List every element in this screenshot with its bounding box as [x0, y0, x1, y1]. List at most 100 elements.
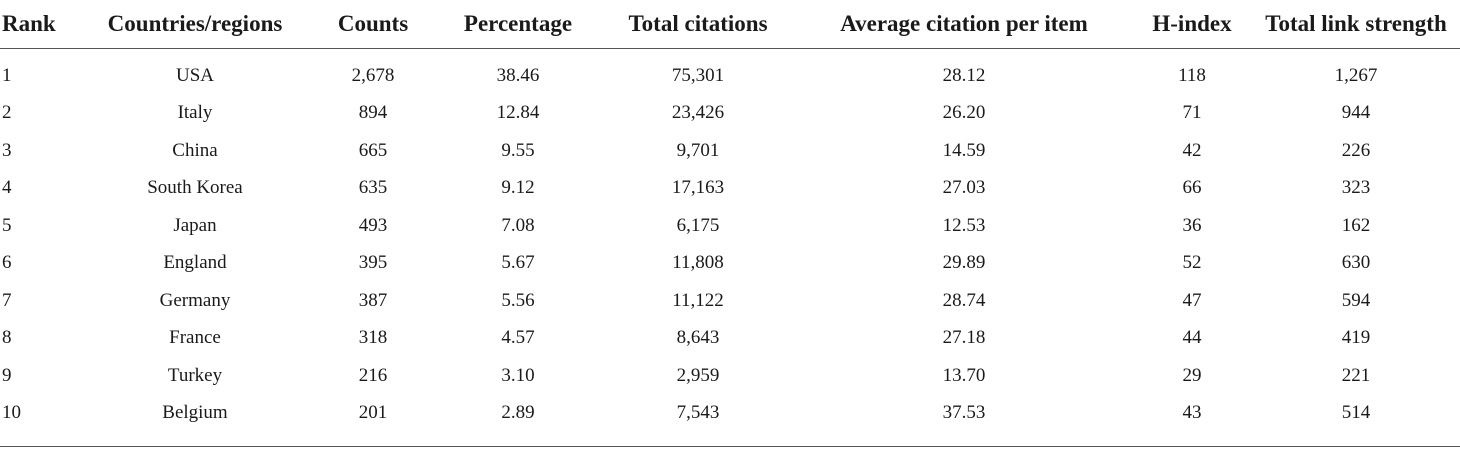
cell-total-citations: 11,808	[672, 252, 724, 274]
cell-rank: 3	[2, 139, 12, 161]
cell-h-index: 52	[1182, 252, 1202, 274]
cell-total-citations: 11,122	[672, 289, 724, 311]
cell-rank: 1	[2, 64, 12, 86]
cell-h-index: 118	[1178, 64, 1206, 86]
cell-average-citation: 14.59	[942, 139, 986, 161]
cell-average-citation: 12.53	[942, 214, 986, 236]
cell-country: Turkey	[167, 364, 223, 386]
cell-total-link-strength: 944	[1341, 102, 1371, 124]
cell-percentage: 2.89	[501, 402, 535, 424]
cell-total-link-strength: 514	[1341, 402, 1371, 424]
cell-total-citations: 17,163	[671, 177, 725, 199]
cell-counts: 635	[358, 177, 388, 199]
table-row: 4 South Korea 635 9.12 17,163 27.03 66 323	[0, 170, 1460, 208]
cell-country: China	[172, 139, 218, 161]
table-header-row: Rank Countries/regions Counts Percentage…	[0, 0, 1460, 49]
cell-total-link-strength: 221	[1341, 364, 1371, 386]
cell-total-citations: 6,175	[676, 214, 720, 236]
cell-counts: 2,678	[351, 64, 395, 86]
cell-country: England	[163, 252, 227, 274]
header-counts: Counts	[310, 0, 436, 49]
cell-country: Japan	[173, 214, 217, 236]
table-row: 5 Japan 493 7.08 6,175 12.53 36 162	[0, 207, 1460, 245]
cell-counts: 894	[358, 102, 388, 124]
cell-country: Italy	[177, 102, 213, 124]
header-percentage: Percentage	[436, 0, 600, 49]
cell-average-citation: 27.03	[942, 177, 986, 199]
cell-percentage: 9.12	[501, 177, 535, 199]
table-row: 9 Turkey 216 3.10 2,959 13.70 29 221	[0, 357, 1460, 395]
cell-average-citation: 28.12	[942, 64, 986, 86]
cell-h-index: 43	[1182, 402, 1202, 424]
cell-average-citation: 29.89	[942, 252, 986, 274]
table-row: 2 Italy 894 12.84 23,426 26.20 71 944	[0, 95, 1460, 133]
table-row: 1 USA 2,678 38.46 75,301 28.12 118 1,267	[0, 49, 1460, 95]
cell-counts: 201	[358, 402, 388, 424]
cell-total-citations: 23,426	[671, 102, 725, 124]
header-rank: Rank	[0, 0, 80, 49]
table-row: 3 China 665 9.55 9,701 14.59 42 226	[0, 132, 1460, 170]
cell-total-link-strength: 323	[1341, 177, 1371, 199]
cell-h-index: 36	[1182, 214, 1202, 236]
cell-percentage: 38.46	[496, 64, 540, 86]
cell-rank: 2	[2, 102, 12, 124]
header-countries-regions: Countries/regions	[80, 0, 310, 49]
cell-percentage: 3.10	[501, 364, 535, 386]
cell-percentage: 12.84	[496, 102, 540, 124]
cell-total-link-strength: 226	[1341, 139, 1371, 161]
cell-rank: 10	[2, 402, 21, 424]
cell-h-index: 71	[1182, 102, 1202, 124]
cell-percentage: 7.08	[501, 214, 535, 236]
cell-percentage: 4.57	[501, 327, 535, 349]
cell-rank: 7	[2, 289, 12, 311]
cell-percentage: 5.56	[501, 289, 535, 311]
cell-total-citations: 75,301	[671, 64, 725, 86]
cell-counts: 395	[358, 252, 388, 274]
cell-country: France	[169, 327, 221, 349]
cell-average-citation: 27.18	[942, 327, 986, 349]
cell-h-index: 44	[1182, 327, 1202, 349]
cell-average-citation: 28.74	[942, 289, 986, 311]
table-body: 1 USA 2,678 38.46 75,301 28.12 118 1,267 2 Italy 8…	[0, 49, 1460, 433]
table-row: 7 Germany 387 5.56 11,122 28.74 47 594	[0, 282, 1460, 320]
cell-h-index: 29	[1182, 364, 1202, 386]
cell-rank: 5	[2, 214, 12, 236]
header-total-citations: Total citations	[600, 0, 796, 49]
cell-total-link-strength: 162	[1341, 214, 1371, 236]
cell-h-index: 66	[1182, 177, 1202, 199]
cell-rank: 8	[2, 327, 12, 349]
cell-country: Belgium	[162, 402, 228, 424]
cell-counts: 216	[358, 364, 388, 386]
cell-total-citations: 9,701	[676, 139, 720, 161]
table-bottom-rule	[0, 446, 1460, 447]
cell-h-index: 47	[1182, 289, 1202, 311]
country-citation-table: Rank Countries/regions Counts Percentage…	[0, 0, 1460, 433]
cell-total-link-strength: 594	[1341, 289, 1371, 311]
cell-counts: 493	[358, 214, 388, 236]
cell-rank: 4	[2, 177, 12, 199]
cell-country: USA	[175, 64, 214, 86]
cell-country: South Korea	[147, 177, 243, 199]
header-total-link-strength: Total link strength	[1252, 0, 1460, 49]
header-average-citation: Average citation per item	[796, 0, 1132, 49]
cell-average-citation: 37.53	[942, 402, 986, 424]
cell-total-citations: 8,643	[676, 327, 720, 349]
cell-total-link-strength: 630	[1341, 252, 1371, 274]
cell-rank: 6	[2, 252, 12, 274]
cell-total-link-strength: 419	[1341, 327, 1371, 349]
cell-country: Germany	[159, 289, 231, 311]
cell-total-citations: 7,543	[676, 402, 720, 424]
cell-counts: 318	[358, 327, 388, 349]
table-row: 10 Belgium 201 2.89 7,543 37.53 43 514	[0, 395, 1460, 433]
cell-percentage: 9.55	[501, 139, 535, 161]
cell-counts: 387	[358, 289, 388, 311]
cell-total-citations: 2,959	[676, 364, 720, 386]
table-row: 8 France 318 4.57 8,643 27.18 44 419	[0, 320, 1460, 358]
cell-percentage: 5.67	[501, 252, 535, 274]
cell-total-link-strength: 1,267	[1334, 64, 1378, 86]
cell-h-index: 42	[1182, 139, 1202, 161]
table-row: 6 England 395 5.67 11,808 29.89 52 630	[0, 245, 1460, 283]
cell-rank: 9	[2, 364, 12, 386]
cell-average-citation: 13.70	[942, 364, 986, 386]
